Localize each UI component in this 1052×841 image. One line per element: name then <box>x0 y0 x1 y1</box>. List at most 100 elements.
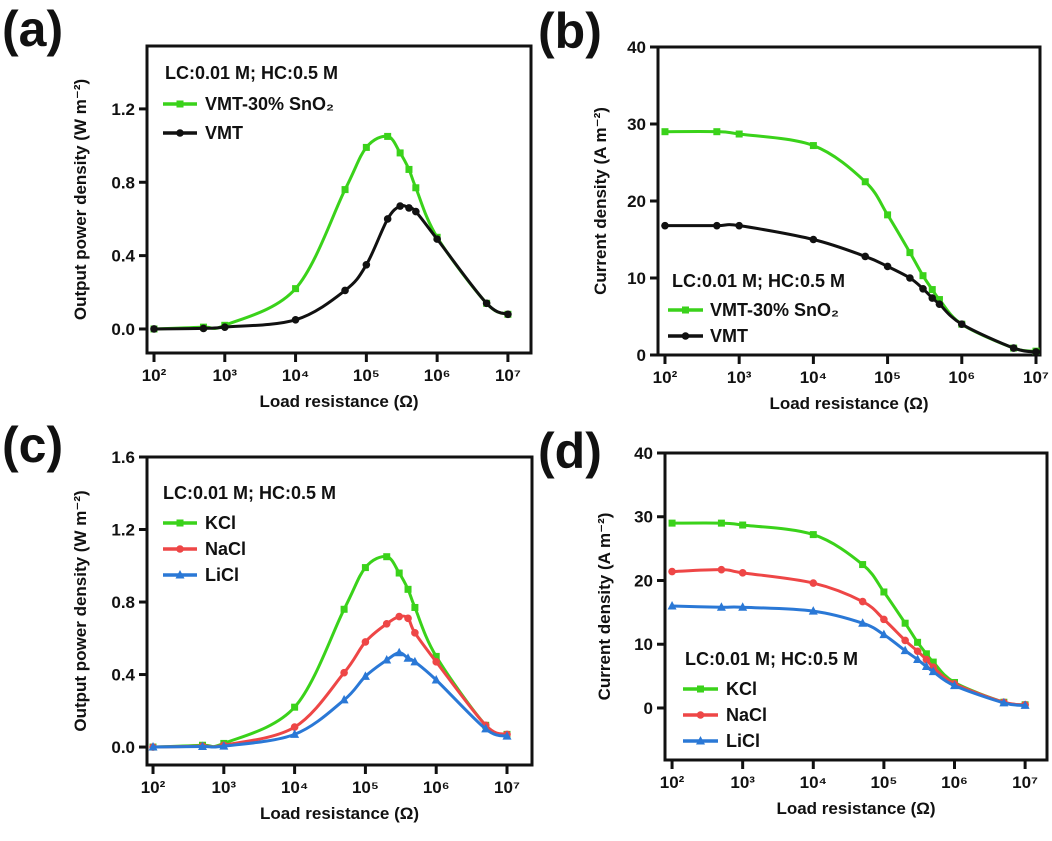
data-point <box>713 128 721 136</box>
data-point <box>884 211 892 219</box>
data-point <box>360 671 370 680</box>
series-line <box>672 521 1026 707</box>
data-point <box>717 565 726 574</box>
x-tick-label: 10³ <box>727 368 752 387</box>
y-tick-label: 0.0 <box>111 320 135 339</box>
data-point <box>504 310 512 319</box>
y-tick-label: 0.8 <box>111 593 135 612</box>
data-point <box>919 284 927 293</box>
x-tick-label: 10⁴ <box>281 778 308 797</box>
y-tick-label: 0.4 <box>111 666 135 685</box>
panel-c: (c) 0.0 0.4 0.8 1.2 1.6 10² 10³ 10⁴ 10⁵ 10⁶ 10⁷ Load… <box>2 417 534 823</box>
data-point <box>404 614 412 623</box>
data-point <box>395 569 403 577</box>
data-point <box>394 647 404 657</box>
data-point <box>901 636 909 645</box>
x-tick-label: 10⁷ <box>494 778 520 797</box>
panel-label: (d) <box>538 423 602 479</box>
y-tick-label: 0 <box>637 346 646 365</box>
data-point <box>396 202 404 210</box>
y-tick-label: 30 <box>627 115 646 134</box>
data-point <box>928 294 937 302</box>
x-tick-label: 10⁷ <box>1012 773 1038 792</box>
x-tick-label: 10⁵ <box>353 366 380 385</box>
legend-label: LiCl <box>205 565 239 585</box>
x-tick-label: 10⁵ <box>870 773 897 792</box>
x-axis-label: Load resistance (Ω) <box>769 394 928 413</box>
data-point <box>713 221 721 230</box>
legend-title: LC:0.01 M; HC:0.5 M <box>163 483 336 503</box>
legend-marker <box>175 570 185 579</box>
data-point <box>405 204 413 212</box>
data-point <box>935 300 944 308</box>
data-point <box>858 618 868 627</box>
data-point <box>922 650 930 658</box>
data-point <box>403 653 413 662</box>
data-point <box>957 320 966 329</box>
data-point <box>431 674 441 684</box>
data-point <box>922 655 931 664</box>
legend-title: LC:0.01 M; HC:0.5 M <box>165 63 338 83</box>
series-vmt <box>661 221 1040 356</box>
data-point <box>290 723 299 731</box>
data-point <box>150 325 158 333</box>
y-tick-label: 30 <box>634 508 653 527</box>
legend-label: LiCl <box>726 731 760 751</box>
y-tick-label: 0.8 <box>111 173 135 192</box>
data-point <box>808 606 818 615</box>
data-point <box>291 703 299 711</box>
series-kcl <box>668 519 1029 709</box>
x-tick-label: 10⁶ <box>941 773 968 792</box>
data-point <box>735 130 743 138</box>
legend: LC:0.01 M; HC:0.5 M VMT-30% SnO₂ VMT <box>668 271 845 346</box>
data-point <box>411 629 419 637</box>
data-point <box>1009 344 1018 352</box>
data-point <box>412 184 420 192</box>
x-tick-label: 10² <box>141 778 166 797</box>
data-point <box>361 638 370 646</box>
legend: LC:0.01 M; HC:0.5 M KCl NaCl LiCl <box>683 649 858 751</box>
legend-marker <box>176 545 184 553</box>
data-point <box>809 531 817 539</box>
data-point <box>809 579 818 587</box>
plot-frame <box>663 451 1049 762</box>
data-point <box>928 286 936 294</box>
series-line <box>153 651 508 749</box>
data-point <box>405 165 413 173</box>
legend-label: VMT <box>710 326 748 346</box>
data-point <box>432 652 440 660</box>
x-axis-label: Load resistance (Ω) <box>260 804 419 823</box>
y-axis-label: Output power density (W m⁻²) <box>71 79 90 320</box>
data-point <box>921 661 931 671</box>
data-point <box>880 588 888 596</box>
data-point <box>340 605 348 613</box>
y-tick-label: 1.2 <box>111 521 135 540</box>
data-point <box>1032 348 1040 356</box>
y-axis-label: Output power density (W m⁻²) <box>71 490 90 731</box>
y-tick-label: 0.0 <box>111 738 135 757</box>
legend-marker <box>696 736 705 745</box>
data-point <box>661 128 669 136</box>
legend-label: NaCl <box>726 705 767 725</box>
data-point <box>481 723 491 733</box>
data-point <box>412 207 420 216</box>
data-point <box>341 186 349 194</box>
x-tick-label: 10² <box>660 773 685 792</box>
data-point <box>913 647 922 656</box>
data-point <box>291 316 300 324</box>
x-tick-label: 10⁵ <box>352 778 379 797</box>
data-point <box>859 561 867 569</box>
series-nacl <box>149 612 511 751</box>
y-tick-label: 0.4 <box>111 247 135 266</box>
panel-a: (a) 0.0 0.4 0.8 1.2 10² 10³ 10⁴ 10⁵ 10⁶ 10⁷ Load re… <box>2 1 533 411</box>
x-tick-label: 10² <box>142 366 167 385</box>
data-point <box>396 149 404 157</box>
x-tick-label: 10² <box>653 368 678 387</box>
data-point <box>901 619 909 627</box>
data-point <box>219 741 229 750</box>
data-point <box>341 286 349 295</box>
data-point <box>858 597 867 606</box>
data-point <box>290 729 300 738</box>
x-tick-label: 10³ <box>213 366 238 385</box>
